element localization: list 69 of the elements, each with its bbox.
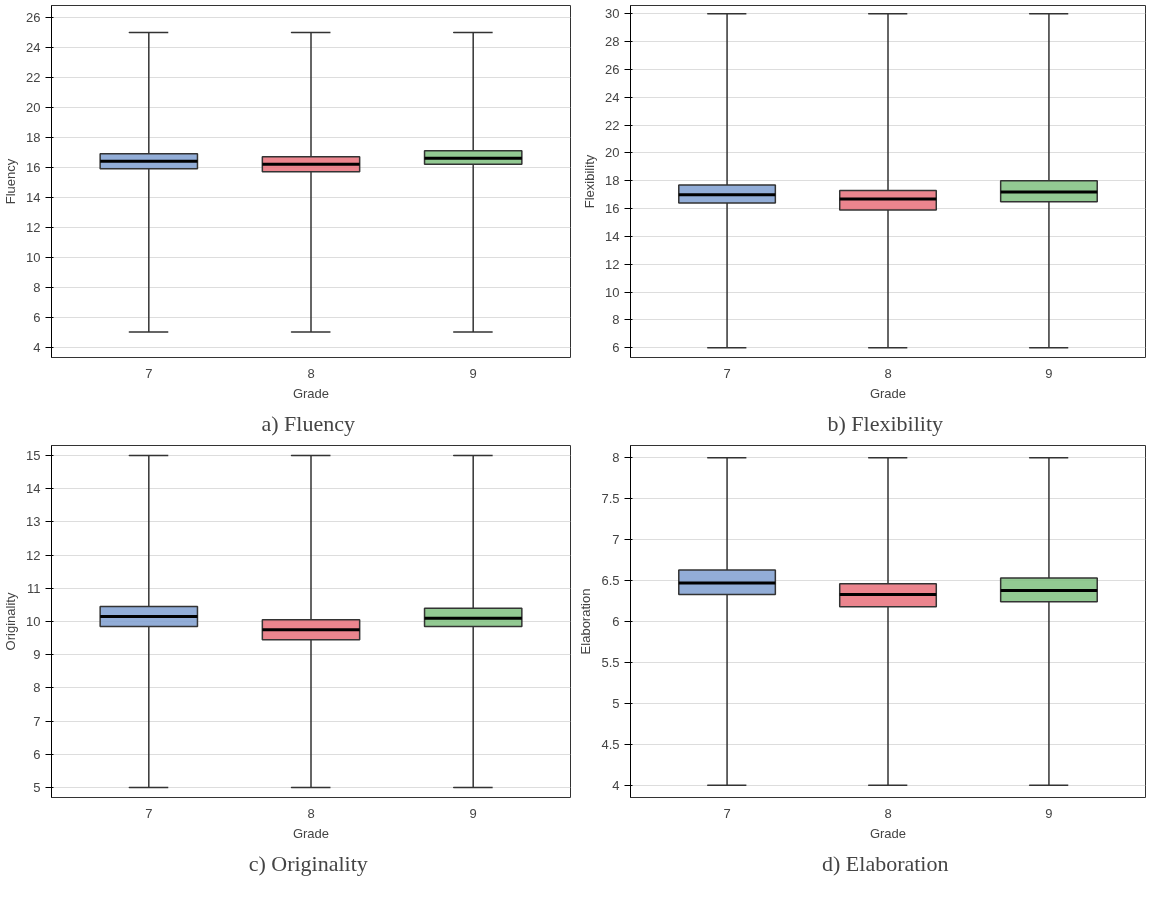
y-tick-label: 8: [612, 312, 620, 328]
y-tick-label: 18: [26, 129, 41, 145]
y-tick-label: 12: [605, 256, 620, 272]
text: d) Elaboration: [822, 850, 949, 876]
y-tick-label: 26: [26, 9, 41, 25]
x-tick-label: 9: [469, 365, 477, 381]
y-tick-label: 14: [26, 189, 41, 205]
y-tick-label: 13: [26, 514, 41, 530]
y-tick-label: 6: [612, 340, 620, 356]
x-tick-label: 9: [1045, 805, 1053, 821]
y-tick-label: 14: [605, 228, 620, 244]
y-tick-label: 4: [612, 777, 620, 793]
x-axis-title: Grade: [869, 385, 907, 401]
x-tick-label: 8: [307, 805, 315, 821]
y-tick-label: 20: [605, 145, 620, 161]
y-axis-title: Originality: [3, 592, 19, 651]
x-axis-title: Grade: [292, 825, 330, 841]
y-tick-label: 12: [26, 547, 41, 563]
y-tick-label: 8: [33, 279, 41, 295]
y-tick-label: 7: [612, 532, 620, 548]
x-tick-label: 8: [884, 365, 892, 381]
y-tick-label: 14: [26, 481, 41, 497]
x-tick-label: 7: [723, 805, 731, 821]
y-tick-label: 15: [26, 447, 41, 463]
x-tick-label: 8: [307, 365, 315, 381]
y-tick-label: 22: [26, 69, 41, 85]
y-tick-label: 10: [26, 249, 41, 265]
y-tick-label: 6: [33, 309, 41, 325]
y-tick-label: 10: [26, 614, 41, 629]
y-tick-label: 8: [612, 450, 620, 466]
y-tick-label: 18: [605, 173, 620, 189]
y-axis-title: Flexibility: [582, 154, 598, 209]
y-tick-label: 6.5: [601, 573, 620, 589]
y-tick-label: 9: [33, 647, 41, 663]
text: b) Flexibility: [827, 410, 943, 436]
x-axis-title: Grade: [869, 825, 907, 841]
y-tick-label: 6: [33, 746, 41, 762]
text: a) Fluency: [261, 410, 355, 436]
y-axis-title: Elaboration: [578, 588, 594, 655]
x-tick-label: 7: [723, 365, 731, 381]
y-tick-label: 6: [612, 614, 620, 629]
x-tick-label: 9: [469, 805, 477, 821]
y-tick-label: 7: [33, 713, 41, 729]
y-tick-label: 20: [26, 99, 41, 115]
y-tick-label: 7.5: [601, 491, 620, 507]
y-tick-label: 10: [605, 284, 620, 300]
x-tick-label: 8: [884, 805, 892, 821]
x-tick-label: 9: [1045, 365, 1053, 381]
y-tick-label: 4: [33, 339, 41, 355]
y-tick-label: 22: [605, 117, 620, 133]
y-axis-title: Fluency: [3, 158, 19, 205]
y-tick-label: 12: [26, 219, 41, 235]
y-tick-label: 24: [26, 39, 41, 55]
x-axis-title: Grade: [292, 385, 330, 401]
x-tick-label: 7: [145, 365, 153, 381]
y-tick-label: 11: [27, 580, 41, 596]
y-tick-label: 8: [33, 680, 41, 696]
y-tick-label: 5: [33, 780, 41, 796]
y-tick-label: 16: [605, 201, 620, 217]
y-tick-label: 24: [605, 89, 620, 105]
y-tick-label: 26: [605, 62, 620, 77]
y-tick-label: 16: [26, 159, 41, 175]
text: c) Originality: [248, 850, 368, 876]
y-tick-label: 5.5: [601, 654, 620, 670]
y-tick-label: 28: [605, 34, 620, 50]
y-tick-label: 4.5: [601, 736, 620, 752]
x-tick-label: 7: [145, 805, 153, 821]
y-tick-label: 5: [612, 695, 620, 711]
y-tick-label: 30: [605, 6, 620, 22]
